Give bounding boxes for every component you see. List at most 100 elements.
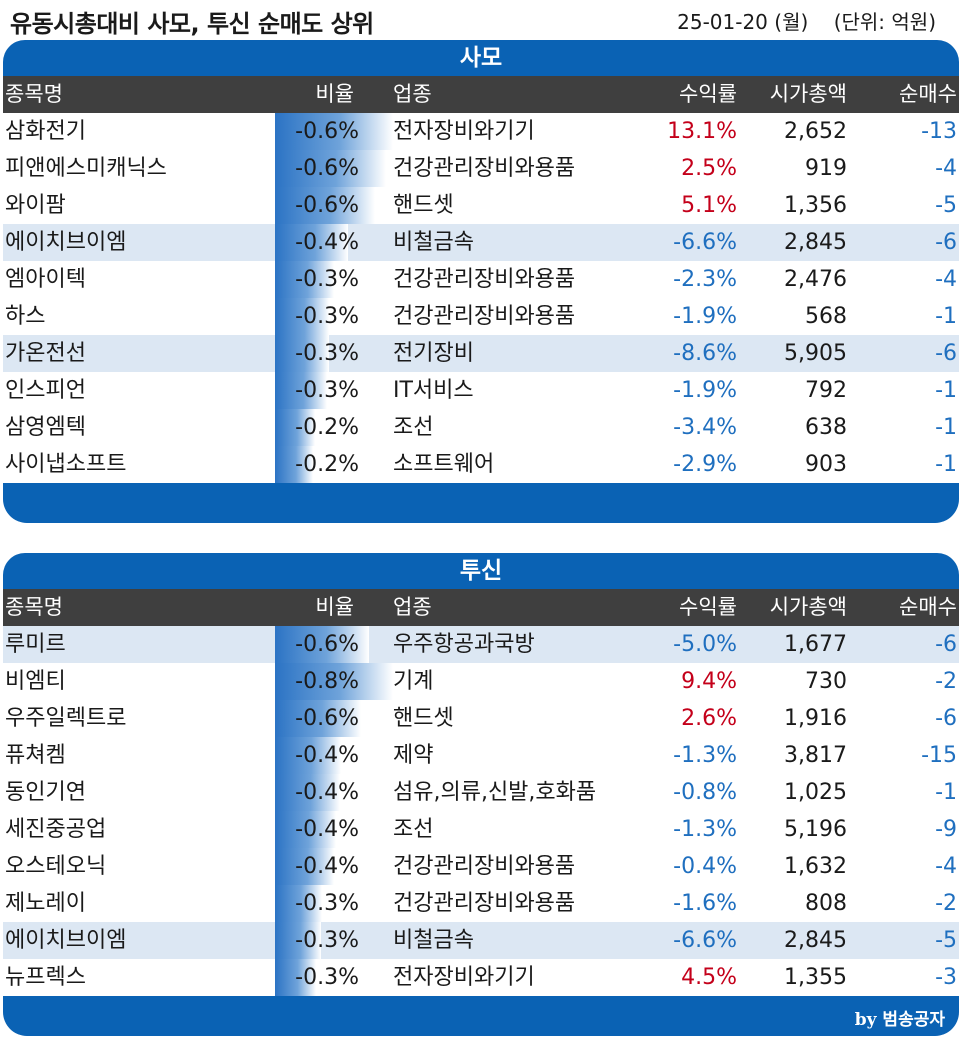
table-row: 삼영엠텍 -0.2% 조선 -3.4% 638 -1	[3, 409, 959, 446]
table-row: 인스피언 -0.3% IT서비스 -1.9% 792 -1	[3, 372, 959, 409]
industry: 비철금속	[393, 928, 474, 953]
ratio-bar	[275, 700, 361, 737]
name-header: 종목명	[5, 82, 63, 106]
ratio-bar	[275, 298, 329, 335]
net-buy-header: 순매수	[899, 595, 957, 619]
industry: 건강관리장비와용품	[393, 304, 576, 329]
market-cap-value: 1,677	[784, 632, 847, 657]
industry: 건강관리장비와용품	[393, 891, 576, 916]
market-cap-value: 2,845	[784, 230, 847, 255]
ratio-value: -0.3%	[295, 341, 359, 366]
stock-name: 퓨쳐켐	[5, 743, 66, 768]
column-header-row: 종목명 비율 업종 수익률 시가총액 순매수	[3, 589, 959, 626]
return-value: -5.0%	[673, 632, 737, 657]
net-buy-value: -1	[935, 378, 957, 403]
industry: 핸드셋	[393, 706, 454, 731]
return-value: -6.6%	[673, 230, 737, 255]
panel-footer: by 범송공자	[3, 996, 959, 1036]
market-cap-value: 1,025	[784, 780, 847, 805]
stock-name: 오스테오닉	[5, 854, 107, 879]
industry: 제약	[393, 743, 434, 768]
table-row: 피앤에스미캐닉스 -0.6% 건강관리장비와용품 2.5% 919 -4	[3, 150, 959, 187]
market-cap-value: 2,476	[784, 267, 847, 292]
ratio-bar	[275, 811, 336, 848]
industry: 소프트웨어	[393, 452, 495, 477]
market-cap-value: 1,355	[784, 965, 847, 990]
stock-name: 우주일렉트로	[5, 706, 127, 731]
ratio-value: -0.2%	[295, 415, 359, 440]
ratio-bar	[275, 335, 329, 372]
ratio-bar	[275, 446, 313, 483]
market-cap-value: 5,905	[784, 341, 847, 366]
market-cap-header: 시가총액	[769, 595, 847, 619]
ratio-value: -0.3%	[295, 304, 359, 329]
return-value: -1.6%	[673, 891, 737, 916]
ratio-header: 비율	[315, 82, 354, 106]
ratio-value: -0.3%	[295, 965, 359, 990]
table-row: 제노레이 -0.3% 건강관리장비와용품 -1.6% 808 -2	[3, 885, 959, 922]
ratio-value: -0.4%	[295, 743, 359, 768]
net-buy-value: -15	[921, 743, 957, 768]
net-buy-value: -6	[935, 632, 957, 657]
ratio-value: -0.6%	[295, 156, 359, 181]
ratio-bar	[275, 372, 327, 409]
industry: 건강관리장비와용품	[393, 267, 576, 292]
stock-name: 삼영엠텍	[5, 415, 86, 440]
table-row: 가온전선 -0.3% 전기장비 -8.6% 5,905 -6	[3, 335, 959, 372]
net-buy-value: -6	[935, 706, 957, 731]
industry: 비철금속	[393, 230, 474, 255]
ratio-bar	[275, 663, 393, 700]
table-row: 엠아이텍 -0.3% 건강관리장비와용품 -2.3% 2,476 -4	[3, 261, 959, 298]
industry: 조선	[393, 817, 434, 842]
table-row: 우주일렉트로 -0.6% 핸드셋 2.6% 1,916 -6	[3, 700, 959, 737]
return-value: -1.3%	[673, 817, 737, 842]
ratio-value: -0.6%	[295, 632, 359, 657]
return-header: 수익률	[679, 595, 737, 619]
return-value: 2.6%	[681, 706, 737, 731]
ratio-bar	[275, 885, 322, 922]
market-cap-value: 730	[805, 669, 847, 694]
industry-header: 업종	[393, 595, 432, 619]
stock-name: 뉴프렉스	[5, 965, 86, 990]
net-buy-value: -5	[935, 928, 957, 953]
ratio-bar	[275, 409, 315, 446]
stock-name: 세진중공업	[5, 817, 107, 842]
return-value: 2.5%	[681, 156, 737, 181]
byline: by 범송공자	[854, 1010, 945, 1030]
panel-footer	[3, 483, 959, 523]
stock-name: 제노레이	[5, 891, 86, 916]
return-value: -8.6%	[673, 341, 737, 366]
stock-name: 삼화전기	[5, 119, 86, 144]
market-cap-value: 638	[805, 415, 847, 440]
panel-private-equity: 사모 종목명 비율 업종 수익률 시가총액 순매수 삼화전기 -0.6% 전자장비와기기 13.1%…	[3, 40, 959, 523]
ratio-value: -0.3%	[295, 928, 359, 953]
ratio-value: -0.4%	[295, 780, 359, 805]
table-row: 하스 -0.3% 건강관리장비와용품 -1.9% 568 -1	[3, 298, 959, 335]
stock-name: 사이냅소프트	[5, 452, 127, 477]
stock-name: 에이치브이엠	[5, 230, 127, 255]
market-cap-value: 3,817	[784, 743, 847, 768]
page-title: 유동시총대비 사모, 투신 순매도 상위	[10, 10, 374, 38]
table-row: 동인기연 -0.4% 섬유,의류,신발,호화품 -0.8% 1,025 -1	[3, 774, 959, 811]
table-row: 세진중공업 -0.4% 조선 -1.3% 5,196 -9	[3, 811, 959, 848]
stock-name: 와이팜	[5, 193, 66, 218]
industry: 조선	[393, 415, 434, 440]
industry: 섬유,의류,신발,호화품	[393, 780, 597, 805]
market-cap-value: 903	[805, 452, 847, 477]
ratio-value: -0.3%	[295, 378, 359, 403]
table-row: 비엠티 -0.8% 기계 9.4% 730 -2	[3, 663, 959, 700]
industry: 기계	[393, 669, 434, 694]
market-cap-value: 1,916	[784, 706, 847, 731]
return-value: -2.3%	[673, 267, 737, 292]
ratio-bar	[275, 150, 386, 187]
industry: 전자장비와기기	[393, 965, 535, 990]
ratio-value: -0.4%	[295, 854, 359, 879]
stock-name: 피앤에스미캐닉스	[5, 156, 167, 181]
ratio-bar	[275, 848, 334, 885]
ratio-value: -0.6%	[295, 119, 359, 144]
table-row: 삼화전기 -0.6% 전자장비와기기 13.1% 2,652 -13	[3, 113, 959, 150]
return-value: 5.1%	[681, 193, 737, 218]
industry: 우주항공과국방	[393, 632, 535, 657]
market-cap-value: 5,196	[784, 817, 847, 842]
net-buy-value: -6	[935, 341, 957, 366]
